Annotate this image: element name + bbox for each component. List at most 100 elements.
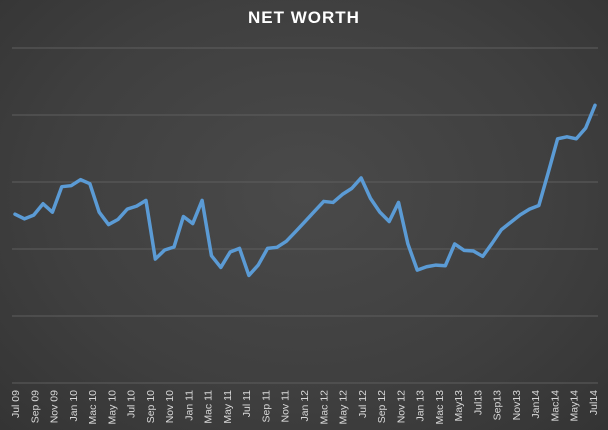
data-point — [266, 247, 269, 250]
data-point — [481, 255, 484, 258]
data-point — [406, 242, 409, 245]
data-point — [182, 215, 185, 218]
x-tick-label: Jul 10 — [126, 390, 138, 418]
data-point — [304, 220, 307, 223]
chart-title: NET WORTH — [248, 8, 360, 27]
data-point — [247, 274, 250, 277]
data-point — [332, 201, 335, 204]
data-point — [210, 254, 213, 257]
x-tick-label: Jul 11 — [241, 390, 253, 417]
data-point — [491, 242, 494, 245]
data-point — [350, 187, 353, 190]
data-point — [126, 208, 129, 211]
data-point — [397, 201, 400, 204]
x-tick-label: May13 — [453, 390, 465, 422]
data-point — [519, 213, 522, 216]
x-tick-label: Nov 09 — [49, 390, 61, 423]
data-point — [416, 269, 419, 272]
x-tick-label: Sep 09 — [29, 390, 41, 423]
data-point — [322, 200, 325, 203]
data-point — [116, 218, 119, 221]
data-point — [528, 208, 531, 211]
data-point — [472, 250, 475, 253]
x-tick-label: Mac14 — [550, 390, 562, 422]
data-point — [98, 211, 101, 214]
data-point — [51, 211, 54, 214]
data-point — [388, 220, 391, 223]
data-point — [294, 230, 297, 233]
data-point — [547, 171, 550, 174]
data-point — [23, 217, 26, 220]
data-point — [238, 247, 241, 250]
data-point — [537, 204, 540, 207]
data-point — [79, 178, 82, 181]
x-tick-label: Sep 12 — [376, 390, 388, 423]
x-tick-label: Sep13 — [492, 390, 504, 421]
data-point — [575, 137, 578, 140]
data-point — [285, 240, 288, 243]
data-point — [434, 264, 437, 267]
gridlines — [12, 47, 598, 384]
data-point — [14, 213, 17, 216]
x-tick-label: Jul13 — [472, 390, 484, 415]
data-point — [163, 249, 166, 252]
x-tick-label: Nov 12 — [395, 390, 407, 423]
x-tick-label: Nov 10 — [164, 390, 176, 423]
data-point — [32, 214, 35, 217]
x-tick-label: May 11 — [222, 390, 234, 424]
data-point — [135, 205, 138, 208]
data-point — [378, 211, 381, 214]
data-point — [594, 104, 597, 107]
data-point — [257, 264, 260, 267]
x-tick-label: Jan14 — [530, 390, 542, 419]
data-point — [173, 245, 176, 248]
data-point — [219, 266, 222, 269]
data-point — [369, 197, 372, 200]
x-tick-label: Mac 12 — [318, 390, 330, 425]
data-point — [341, 193, 344, 196]
data-point — [60, 185, 63, 188]
data-point — [509, 221, 512, 224]
data-point — [275, 246, 278, 249]
x-tick-label: May14 — [569, 390, 581, 422]
x-tick-label: Jan 10 — [68, 390, 80, 422]
data-point — [313, 210, 316, 213]
x-tick-label: Jul14 — [588, 390, 600, 415]
net-worth-line — [13, 103, 597, 278]
data-point — [556, 137, 559, 140]
data-point — [201, 199, 204, 202]
x-axis-tick-labels: Jul 09 Sep 09 Nov 09 Jan 10 Mac 10 May 10 Jul … — [10, 390, 600, 425]
x-tick-label: Sep 11 — [261, 390, 273, 423]
data-point — [70, 184, 73, 187]
x-tick-label: May 12 — [338, 390, 350, 425]
x-tick-label: Mac 13 — [434, 390, 446, 425]
x-tick-label: Mac 11 — [203, 390, 215, 424]
data-points — [14, 104, 597, 277]
data-point — [453, 242, 456, 245]
data-point — [500, 228, 503, 231]
data-point — [229, 251, 232, 254]
data-point — [360, 176, 363, 179]
data-point — [191, 222, 194, 225]
x-tick-label: Jul 09 — [10, 390, 22, 418]
x-tick-label: Nov 11 — [280, 390, 292, 423]
data-point — [584, 127, 587, 130]
data-point — [444, 264, 447, 267]
data-point — [463, 249, 466, 252]
data-point — [425, 265, 428, 268]
x-tick-label: Jan 12 — [299, 390, 311, 422]
data-point — [565, 135, 568, 138]
data-point — [154, 258, 157, 261]
x-tick-label: May 10 — [106, 390, 118, 425]
x-tick-label: Jul 12 — [357, 390, 369, 418]
data-point — [107, 223, 110, 226]
x-tick-label: Nov13 — [511, 390, 523, 421]
x-tick-label: Jan 11 — [183, 390, 195, 421]
data-point — [144, 199, 147, 202]
x-tick-label: Jan 13 — [415, 390, 427, 422]
data-point — [42, 202, 45, 205]
data-point — [88, 182, 91, 185]
x-tick-label: Mac 10 — [87, 390, 99, 425]
